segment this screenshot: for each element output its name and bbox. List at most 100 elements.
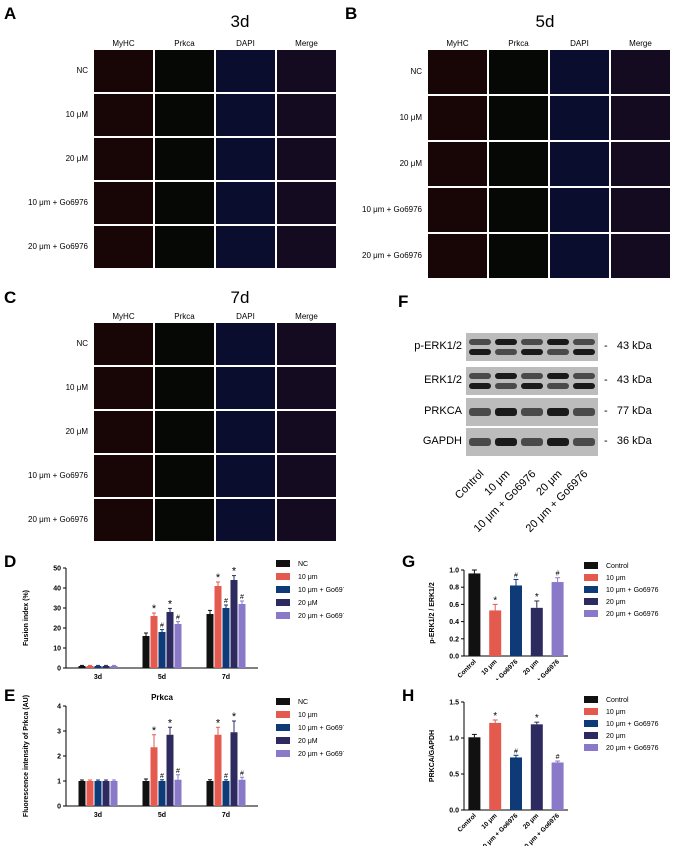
x-tick-label: 5d: [158, 812, 166, 819]
bar: [489, 722, 502, 810]
micrograph-cell: [277, 50, 336, 92]
bar: [150, 747, 158, 806]
significance-mark: #: [240, 594, 244, 601]
micrograph-cell: [94, 367, 153, 409]
blot-band: [521, 349, 543, 355]
blot-band: [573, 349, 595, 355]
blot-kda-label: - 36 kDa: [604, 435, 652, 447]
micrograph-cell: [277, 455, 336, 497]
bar: [102, 781, 110, 806]
blot-band: [547, 349, 569, 355]
x-tick-label: 20 μm: [522, 658, 540, 676]
micrograph-cell: [550, 234, 609, 278]
micrograph-cell: [277, 138, 336, 180]
bar: [142, 781, 150, 806]
micrograph-cell: [216, 367, 275, 409]
bar: [238, 604, 246, 668]
legend-swatch: [584, 586, 598, 593]
bar: [174, 779, 182, 806]
legend-label: 20 μM: [298, 600, 318, 607]
column-header-myhc: MyHC: [446, 39, 469, 48]
legend-label: 20 μM: [298, 738, 318, 745]
bar: [214, 734, 222, 806]
blot-band: [573, 383, 595, 389]
bar: [230, 732, 238, 806]
legend-swatch: [276, 599, 290, 606]
bar: [86, 666, 94, 668]
significance-mark: #: [160, 623, 164, 630]
blot-strip: [466, 333, 598, 361]
legend-swatch: [584, 598, 598, 605]
micrograph-cell: [94, 94, 153, 136]
bar: [468, 573, 481, 656]
micrograph-cell: [489, 96, 548, 140]
x-tick-label: 7d: [222, 674, 230, 681]
legend-label: Control: [606, 697, 629, 704]
row-label: 10 μM: [65, 110, 88, 119]
bar: [510, 757, 522, 810]
panel-label-b: B: [345, 4, 358, 23]
panel-title-3d: 3d: [230, 12, 250, 31]
legend-swatch: [276, 573, 290, 580]
legend-label: 20 μm: [606, 599, 626, 606]
legend-label: 20 μm + Go6976: [606, 745, 659, 752]
blot-band: [547, 373, 569, 379]
bar: [489, 610, 502, 656]
blot-band: [469, 349, 491, 355]
micrograph-cell: [94, 499, 153, 541]
bar: [94, 781, 102, 806]
significance-mark: *: [493, 595, 497, 606]
blot-band: [469, 408, 491, 416]
blot-band: [495, 339, 517, 345]
micrograph-cell: [216, 50, 275, 92]
column-header-prkca: Prkca: [174, 312, 195, 321]
row-label: NC: [76, 339, 88, 348]
micrograph-cell: [489, 142, 548, 186]
legend-label: 10 μm + Go6976: [298, 587, 344, 594]
bar: [238, 779, 246, 806]
bar: [230, 580, 238, 668]
micrograph-cell: [94, 411, 153, 453]
y-tick-label: 40: [53, 586, 61, 593]
blot-band: [573, 438, 595, 446]
row-label: 20 μM: [65, 427, 88, 436]
micrograph-cell: [428, 96, 487, 140]
y-tick-label: 0.8: [449, 585, 459, 592]
legend-swatch: [584, 610, 598, 617]
micrograph-cell: [94, 50, 153, 92]
blot-band: [469, 373, 491, 379]
y-tick-label: 10: [53, 646, 61, 653]
blot-kda-label: - 43 kDa: [604, 374, 652, 386]
micrograph-cell: [216, 411, 275, 453]
micrograph-cell: [611, 142, 670, 186]
panel-label-a: A: [4, 4, 17, 23]
blot-strip: [466, 367, 598, 395]
bar: [150, 616, 158, 668]
panel-label-e: E: [4, 686, 16, 705]
panel-label-g: G: [402, 552, 416, 571]
blot-band: [469, 438, 491, 446]
bar: [206, 614, 214, 668]
column-header-merge: Merge: [629, 39, 652, 48]
legend-swatch: [276, 612, 290, 619]
micrograph-cell: [428, 188, 487, 232]
legend-label: 10 μm: [606, 575, 626, 582]
blot-band: [521, 438, 543, 446]
micrograph-cell: [428, 234, 487, 278]
blot-band: [547, 438, 569, 446]
y-tick-label: 1.5: [449, 700, 459, 707]
y-tick-label: 3: [57, 729, 61, 736]
significance-mark: *: [232, 566, 237, 578]
panel-label-f: F: [398, 292, 409, 311]
micrograph-cell: [611, 96, 670, 140]
y-tick-label: 0: [57, 666, 61, 673]
legend-label: 10 μm + Go6976: [606, 587, 659, 594]
micrograph-cell: [277, 226, 336, 268]
significance-mark: *: [152, 603, 157, 615]
blot-lane-label: Control: [452, 468, 487, 502]
significance-mark: #: [240, 770, 244, 777]
significance-mark: *: [216, 572, 221, 584]
column-header-merge: Merge: [295, 312, 318, 321]
bar: [206, 781, 214, 806]
bar: [510, 585, 522, 656]
